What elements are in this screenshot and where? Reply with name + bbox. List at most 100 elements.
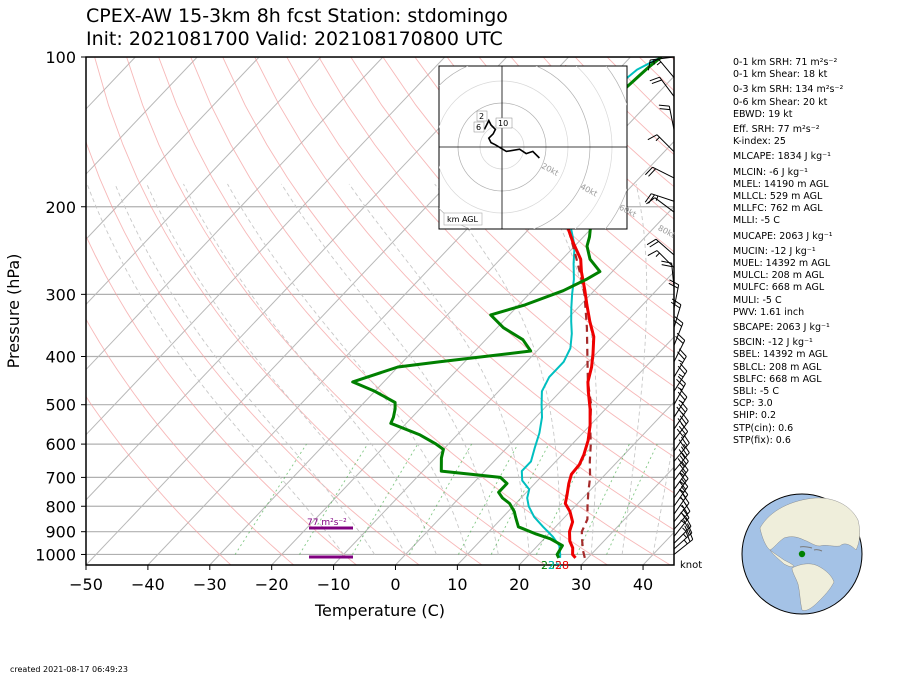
barb-flag xyxy=(678,439,686,449)
barb-flag xyxy=(677,351,685,360)
barb-flag xyxy=(671,298,682,306)
chart-title: CPEX-AW 15-3km 8h fcst Station: stdoming… xyxy=(86,5,508,27)
barb-flag xyxy=(681,504,689,515)
wind-barb xyxy=(673,316,684,346)
wind-barb xyxy=(673,433,690,462)
barb-half-flag xyxy=(655,252,660,257)
barb-flag xyxy=(645,166,653,176)
surface-wetbulb-label: 25 xyxy=(548,559,562,572)
wind-barb xyxy=(670,298,682,328)
dry-adiabat xyxy=(382,57,674,353)
barb-flag xyxy=(668,282,679,289)
stat-line: MLLCL: 529 m AGL xyxy=(733,191,823,203)
stat-line: SCP: 3.0 xyxy=(733,398,773,410)
barb-flag xyxy=(677,458,685,468)
barb-half-flag xyxy=(682,527,687,532)
stat-line: SBLI: -5 C xyxy=(733,386,779,398)
wind-barb xyxy=(649,76,675,97)
stat-line: MULI: -5 C xyxy=(733,294,782,306)
barb-flag xyxy=(680,422,689,432)
mixing-ratio-line xyxy=(458,443,519,555)
dry-adiabat xyxy=(86,318,294,565)
wind-barb xyxy=(673,516,692,544)
moist-adiabat xyxy=(348,183,530,555)
barb-flag xyxy=(678,425,687,435)
moist-adiabat xyxy=(86,183,344,555)
barb-flag xyxy=(680,478,689,487)
y-tick-label: 400 xyxy=(45,348,76,367)
y-tick-label: 200 xyxy=(45,198,76,217)
barb-flag xyxy=(681,452,689,462)
y-axis-label: Pressure (hPa) xyxy=(4,254,23,369)
mixing-ratio-line xyxy=(535,443,592,555)
stat-line: SHIP: 0.2 xyxy=(733,410,777,422)
barb-flag xyxy=(646,197,656,205)
stat-line: STP(fix): 0.6 xyxy=(733,434,791,446)
barb-flag xyxy=(680,436,688,446)
chart-subtitle: Init: 2021081700 Valid: 202108170800 UTC xyxy=(86,28,503,50)
y-tick-label: 700 xyxy=(45,468,76,487)
isotherm-line xyxy=(518,401,674,565)
barb-flag xyxy=(679,455,687,465)
barb-flag xyxy=(661,260,672,264)
wind-barb xyxy=(644,193,675,204)
stat-line: SBLFC: 668 m AGL xyxy=(733,373,822,385)
barb-half-flag xyxy=(678,373,684,378)
dry-adiabat xyxy=(86,140,420,565)
wind-barb xyxy=(647,250,675,268)
wind-barb xyxy=(645,166,675,179)
x-tick-label: −30 xyxy=(193,575,227,594)
isotherm-line xyxy=(457,336,674,565)
isotherm-line xyxy=(86,57,508,501)
hodograph-height-box xyxy=(476,110,488,122)
wind-barb xyxy=(647,134,675,153)
isotherm-line xyxy=(86,57,260,240)
y-tick-label: 900 xyxy=(45,523,76,542)
mixing-ratio-line xyxy=(234,443,307,555)
stat-line: SBCAPE: 2063 J kg⁻¹ xyxy=(733,322,830,334)
x-tick-label: 40 xyxy=(633,575,653,594)
barb-half-flag xyxy=(677,386,683,391)
barb-staff xyxy=(668,106,675,130)
moist-adiabat xyxy=(114,183,375,555)
barb-flag xyxy=(688,529,694,540)
y-tick-label: 800 xyxy=(45,497,76,516)
moist-adiabat xyxy=(281,183,499,555)
barb-half-flag xyxy=(683,539,688,545)
barb-flag xyxy=(674,316,684,324)
wind-barb xyxy=(673,478,689,507)
barb-flag xyxy=(644,193,652,203)
mixing-ratio-line xyxy=(576,443,630,555)
stat-line: MLCIN: -6 J kg⁻¹ xyxy=(733,166,808,178)
hodograph-height-label: 6 xyxy=(476,123,481,132)
barb-staff xyxy=(673,442,690,462)
created-timestamp: created 2021-08-17 06:49:23 xyxy=(10,665,128,674)
wind-barb xyxy=(673,452,689,481)
moist-adiabat xyxy=(183,183,437,555)
barb-flag xyxy=(647,250,658,256)
stat-line: EBWD: 19 kt xyxy=(733,108,793,120)
hodograph-frame xyxy=(438,65,628,230)
barb-staff xyxy=(673,356,687,378)
barb-flag xyxy=(684,525,690,536)
y-tick-label: 600 xyxy=(45,435,76,454)
barb-staff xyxy=(673,340,686,363)
wind-barb xyxy=(673,461,689,490)
barb-staff xyxy=(673,486,689,507)
barb-staff xyxy=(673,539,694,555)
x-tick-label: 20 xyxy=(509,575,529,594)
barb-flag xyxy=(681,469,689,479)
hodograph-height-label: 2 xyxy=(479,112,484,121)
barb-flag xyxy=(647,134,658,141)
barb-flag xyxy=(680,446,688,456)
barb-flag xyxy=(678,348,687,357)
mixing-ratio-line xyxy=(490,443,550,555)
isotherm-line xyxy=(86,57,198,175)
barb-flag xyxy=(680,486,689,495)
stat-line: MLLFC: 762 m AGL xyxy=(733,203,823,215)
dry-adiabat xyxy=(286,57,674,458)
mixing-ratio-line xyxy=(408,443,472,555)
barb-staff xyxy=(673,511,691,530)
barb-staff xyxy=(673,478,689,499)
x-tick-label: 10 xyxy=(447,575,467,594)
